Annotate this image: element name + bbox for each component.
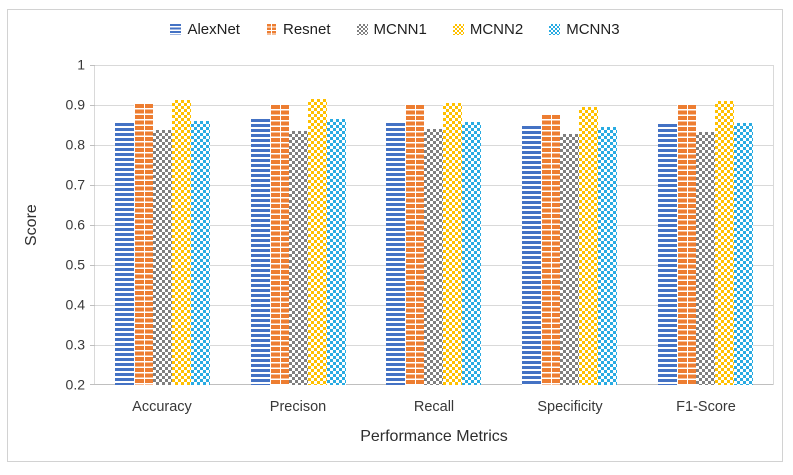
y-axis-tick-mark <box>90 265 95 266</box>
gridline-y-1 <box>95 65 773 66</box>
bar-resnet-precison <box>269 105 289 385</box>
y-axis-tick-label: 0.6 <box>65 216 85 233</box>
bar-alexnet-specificity <box>522 126 542 385</box>
legend-label: Resnet <box>282 21 331 38</box>
legend-item-alexnet: AlexNet <box>170 21 240 38</box>
bars-layer <box>95 65 773 385</box>
y-axis-tick-label: 1 <box>77 56 85 73</box>
legend-item-mcnn3: MCNN3 <box>549 21 620 38</box>
legend-label: MCNN2 <box>469 21 524 38</box>
y-axis-tick-label: 0.7 <box>65 176 85 193</box>
legend-swatch-icon <box>452 24 464 35</box>
bar-mcnn3-recall <box>462 122 482 385</box>
bar-mcnn1-specificity <box>560 133 580 385</box>
bar-alexnet-precison <box>250 118 270 385</box>
y-axis-tick-mark <box>90 185 95 186</box>
y-axis-tick-mark <box>90 305 95 306</box>
legend: AlexNet Resnet MCNN1 MCNN2 MCNN3 <box>8 21 782 38</box>
bar-mcnn1-recall <box>424 128 444 385</box>
bar-mcnn1-accuracy <box>153 129 173 385</box>
legend-label: MCNN3 <box>566 21 620 38</box>
x-axis-tick-label-accuracy: Accuracy <box>132 399 192 415</box>
gridline-y-0.9 <box>95 105 773 106</box>
legend-item-mcnn2: MCNN2 <box>452 21 524 38</box>
bar-group-recall <box>366 65 502 385</box>
bar-mcnn2-precison <box>307 98 327 385</box>
bar-mcnn1-precison <box>288 131 308 385</box>
y-axis-title: Score <box>23 204 40 246</box>
bar-alexnet-recall <box>386 122 406 385</box>
legend-label: AlexNet <box>187 21 240 38</box>
bar-alexnet-accuracy <box>115 122 135 385</box>
x-axis-tick-labels: Accuracy Precison Recall Specificity F1-Scor… <box>94 393 774 415</box>
x-axis-tick-label-precison: Precison <box>269 399 327 415</box>
legend-swatch-icon <box>265 24 277 35</box>
plot-area: 1 0.9 0.8 0.7 0.6 0.5 0.4 0.3 0.2 <box>66 57 774 393</box>
legend-swatch-icon <box>549 24 561 35</box>
legend-swatch-icon <box>170 24 182 35</box>
bar-mcnn1-f1-score <box>695 131 715 385</box>
bar-group-f1-score <box>637 65 773 385</box>
y-axis-tick-label: 0.8 <box>65 136 85 153</box>
chart-frame: AlexNet Resnet MCNN1 MCNN2 MCNN3 Score 1 0.9 0… <box>7 9 783 462</box>
bar-mcnn2-specificity <box>579 106 599 385</box>
bar-mcnn3-precison <box>326 119 346 385</box>
y-axis-tick-label: 0.9 <box>65 96 85 113</box>
bar-mcnn3-f1-score <box>733 122 753 385</box>
legend-item-mcnn1: MCNN1 <box>356 21 427 38</box>
legend-item-resnet: Resnet <box>265 21 331 38</box>
legend-swatch-icon <box>356 24 368 35</box>
bar-mcnn2-f1-score <box>714 100 734 385</box>
y-axis-tick-label: 0.4 <box>65 296 85 313</box>
bar-resnet-recall <box>405 105 425 385</box>
bar-mcnn3-specificity <box>598 126 618 385</box>
bar-resnet-f1-score <box>676 105 696 385</box>
bar-group-precison <box>231 65 367 385</box>
bar-resnet-accuracy <box>134 104 154 385</box>
y-axis-tick-mark <box>90 105 95 106</box>
y-axis-tick-label: 0.2 <box>65 376 85 393</box>
y-axis-tick-mark <box>90 65 95 66</box>
x-axis-tick-label-recall: Recall <box>413 399 455 415</box>
x-axis-tick-label-f1-score: F1-Score <box>676 399 736 415</box>
bar-alexnet-f1-score <box>657 123 677 385</box>
bar-mcnn3-accuracy <box>191 121 211 385</box>
y-axis-tick-label: 0.5 <box>65 256 85 273</box>
y-axis-tick-mark <box>90 145 95 146</box>
y-axis-tick-label: 0.3 <box>65 336 85 353</box>
legend-label: MCNN1 <box>373 21 427 38</box>
y-axis-tick-mark <box>90 225 95 226</box>
y-axis-tick-mark <box>90 384 95 385</box>
bar-group-specificity <box>502 65 638 385</box>
y-axis-tick-mark <box>90 345 95 346</box>
bar-mcnn2-recall <box>443 102 463 385</box>
bar-group-accuracy <box>95 65 231 385</box>
bar-resnet-specificity <box>541 114 561 385</box>
bar-mcnn2-accuracy <box>172 100 192 385</box>
x-axis-tick-label-specificity: Specificity <box>537 399 603 415</box>
x-axis-title: Performance Metrics <box>360 428 508 445</box>
